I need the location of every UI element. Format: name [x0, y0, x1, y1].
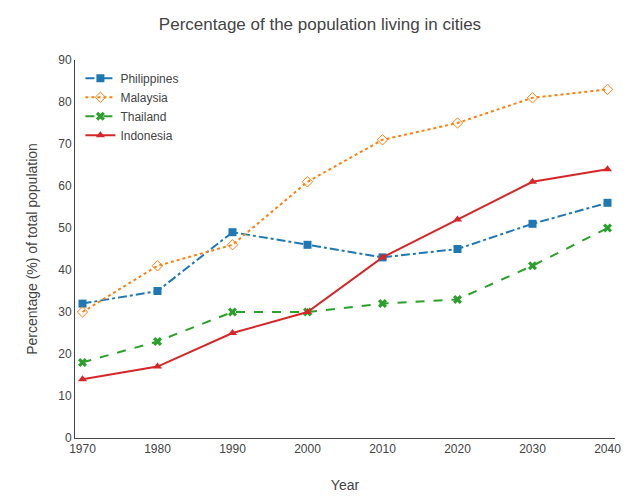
svg-text:Thailand: Thailand [120, 110, 166, 124]
svg-text:50: 50 [58, 221, 72, 235]
svg-text:1980: 1980 [144, 442, 171, 456]
svg-text:20: 20 [58, 347, 72, 361]
svg-text:90: 90 [58, 53, 72, 67]
svg-text:2030: 2030 [519, 442, 546, 456]
svg-text:Malaysia: Malaysia [120, 91, 168, 105]
svg-text:80: 80 [58, 95, 72, 109]
svg-text:Percentage of the population l: Percentage of the population living in c… [159, 15, 481, 34]
svg-text:2020: 2020 [444, 442, 471, 456]
svg-text:1970: 1970 [69, 442, 96, 456]
svg-text:0: 0 [65, 431, 72, 445]
svg-text:40: 40 [58, 263, 72, 277]
svg-text:2010: 2010 [369, 442, 396, 456]
svg-text:2040: 2040 [594, 442, 621, 456]
svg-text:1990: 1990 [219, 442, 246, 456]
svg-text:Year: Year [331, 477, 360, 493]
svg-text:Indonesia: Indonesia [120, 129, 172, 143]
svg-text:2000: 2000 [294, 442, 321, 456]
svg-text:60: 60 [58, 179, 72, 193]
svg-text:Philippines: Philippines [120, 72, 178, 86]
svg-text:30: 30 [58, 305, 72, 319]
svg-text:70: 70 [58, 137, 72, 151]
svg-text:Percentage (%) of total popula: Percentage (%) of total population [24, 143, 40, 355]
svg-text:10: 10 [58, 389, 72, 403]
